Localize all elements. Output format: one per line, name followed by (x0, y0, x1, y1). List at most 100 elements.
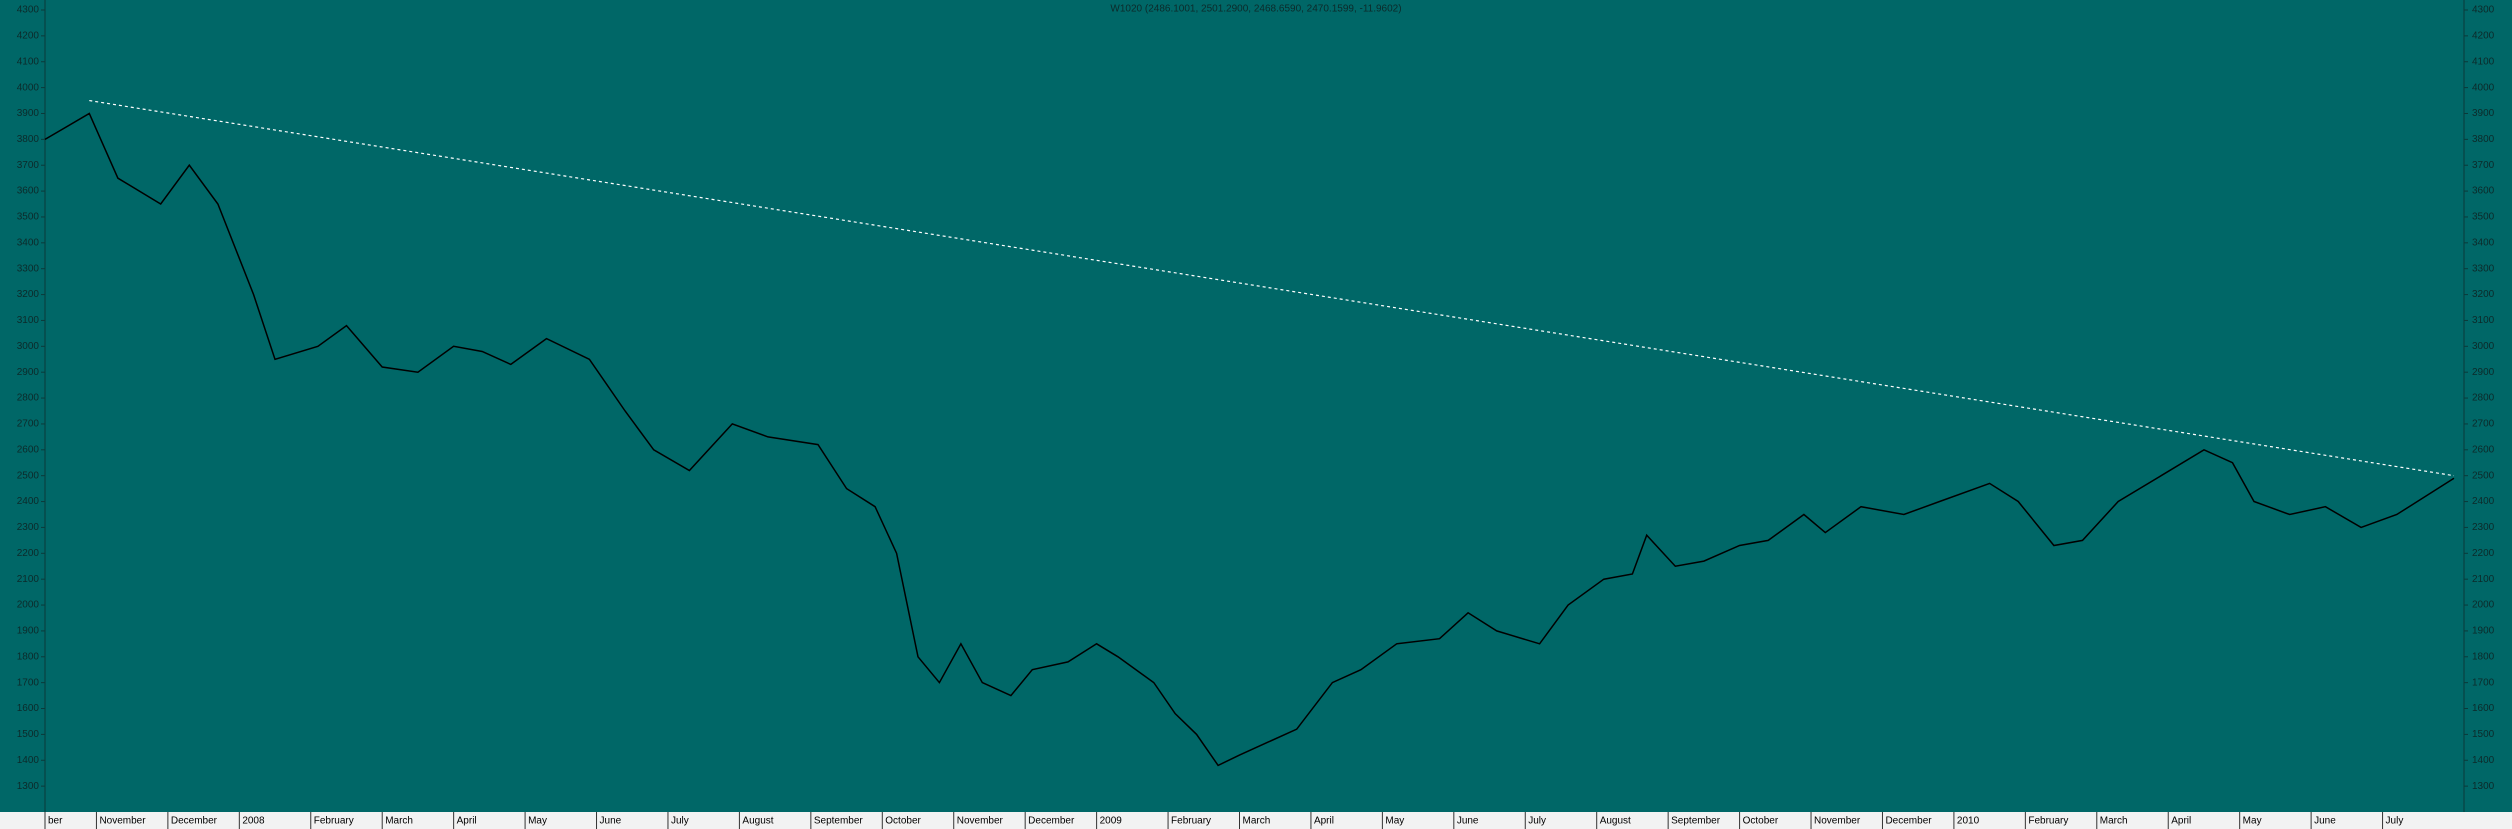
y2-tick-label: 4100 (2472, 56, 2495, 67)
x-tick-label: April (2171, 816, 2191, 827)
x-tick-label: October (885, 816, 921, 827)
y2-tick-label: 4300 (2472, 5, 2495, 16)
y2-tick-label: 1500 (2472, 729, 2495, 740)
y-tick-label: 2600 (17, 444, 40, 455)
y2-tick-label: 1400 (2472, 755, 2495, 766)
y2-tick-label: 3000 (2472, 341, 2495, 352)
x-axis-band (0, 812, 2512, 829)
x-tick-label: November (957, 816, 1004, 827)
y-tick-label: 1400 (17, 755, 40, 766)
y2-tick-label: 3900 (2472, 108, 2495, 119)
x-tick-label: February (314, 816, 354, 827)
price-line (44, 112, 2455, 767)
x-tick-label: July (2386, 816, 2404, 827)
x-tick-label: August (742, 816, 773, 827)
y-tick-label: 1300 (17, 781, 40, 792)
x-tick-label: June (2314, 816, 2336, 827)
x-tick-label: July (671, 816, 689, 827)
x-tick-label: October (1743, 816, 1779, 827)
y2-tick-label: 1800 (2472, 651, 2495, 662)
y2-tick-label: 2200 (2472, 548, 2495, 559)
y2-tick-label: 1700 (2472, 677, 2495, 688)
x-tick-label: May (528, 816, 547, 827)
y-tick-label: 2100 (17, 574, 40, 585)
y-tick-label: 2000 (17, 600, 40, 611)
y2-tick-label: 2300 (2472, 522, 2495, 533)
y2-tick-label: 3100 (2472, 315, 2495, 326)
chart-title: W1020 (2486.1001, 2501.2900, 2468.6590, … (1110, 4, 1401, 15)
y-tick-label: 3500 (17, 212, 40, 223)
y2-tick-label: 1600 (2472, 703, 2495, 714)
y-tick-label: 1700 (17, 677, 40, 688)
y2-tick-label: 2700 (2472, 419, 2495, 430)
y-tick-label: 4300 (17, 5, 40, 16)
x-tick-label: February (1171, 816, 1211, 827)
y-tick-label: 4100 (17, 56, 40, 67)
y2-tick-label: 3200 (2472, 289, 2495, 300)
x-tick-label: December (1028, 816, 1075, 827)
x-tick-label: ber (48, 816, 63, 827)
y-tick-label: 1800 (17, 651, 40, 662)
y-tick-label: 2700 (17, 419, 40, 430)
y2-tick-label: 2500 (2472, 470, 2495, 481)
y2-tick-label: 4000 (2472, 82, 2495, 93)
y2-tick-label: 3800 (2472, 134, 2495, 145)
x-tick-label: 2009 (1100, 816, 1123, 827)
x-tick-label: July (1528, 816, 1546, 827)
y-tick-label: 1900 (17, 626, 40, 637)
y2-tick-label: 2000 (2472, 600, 2495, 611)
y-tick-label: 3600 (17, 186, 40, 197)
y-tick-label: 2200 (17, 548, 40, 559)
y-tick-label: 4200 (17, 31, 40, 42)
y-tick-label: 2400 (17, 496, 40, 507)
x-tick-label: November (99, 816, 146, 827)
y-tick-label: 3100 (17, 315, 40, 326)
y-tick-label: 1600 (17, 703, 40, 714)
y-tick-label: 2900 (17, 367, 40, 378)
x-tick-label: March (2100, 816, 2128, 827)
y2-tick-label: 3400 (2472, 237, 2495, 248)
y-tick-label: 3300 (17, 263, 40, 274)
x-tick-label: May (2243, 816, 2262, 827)
y-tick-label: 3000 (17, 341, 40, 352)
x-tick-label: September (814, 816, 864, 827)
y-tick-label: 2300 (17, 522, 40, 533)
x-tick-label: December (171, 816, 218, 827)
y-tick-label: 3900 (17, 108, 40, 119)
x-tick-label: June (1457, 816, 1479, 827)
y-tick-label: 3400 (17, 237, 40, 248)
y-tick-label: 4000 (17, 82, 40, 93)
x-tick-label: March (385, 816, 413, 827)
y2-tick-label: 3700 (2472, 160, 2495, 171)
y2-tick-label: 2100 (2472, 574, 2495, 585)
x-tick-label: November (1814, 816, 1861, 827)
trend-line (89, 99, 2455, 477)
x-tick-label: June (600, 816, 622, 827)
x-tick-label: August (1600, 816, 1631, 827)
y2-tick-label: 1900 (2472, 626, 2495, 637)
y2-tick-label: 3300 (2472, 263, 2495, 274)
x-tick-label: 2010 (1957, 816, 1980, 827)
y-tick-label: 3200 (17, 289, 40, 300)
y-tick-label: 3700 (17, 160, 40, 171)
y2-tick-label: 3500 (2472, 212, 2495, 223)
x-tick-label: April (457, 816, 477, 827)
x-tick-label: March (1242, 816, 1270, 827)
x-tick-label: April (1314, 816, 1334, 827)
y-tick-label: 2500 (17, 470, 40, 481)
y2-tick-label: 2900 (2472, 367, 2495, 378)
y2-tick-label: 2400 (2472, 496, 2495, 507)
x-tick-label: February (2028, 816, 2068, 827)
y-tick-label: 3800 (17, 134, 40, 145)
x-tick-label: December (1885, 816, 1932, 827)
y2-tick-label: 1300 (2472, 781, 2495, 792)
y-tick-label: 2800 (17, 393, 40, 404)
y2-tick-label: 2800 (2472, 393, 2495, 404)
y2-tick-label: 2600 (2472, 444, 2495, 455)
x-tick-label: 2008 (242, 816, 265, 827)
y-tick-label: 1500 (17, 729, 40, 740)
y2-tick-label: 4200 (2472, 31, 2495, 42)
x-tick-label: May (1385, 816, 1404, 827)
